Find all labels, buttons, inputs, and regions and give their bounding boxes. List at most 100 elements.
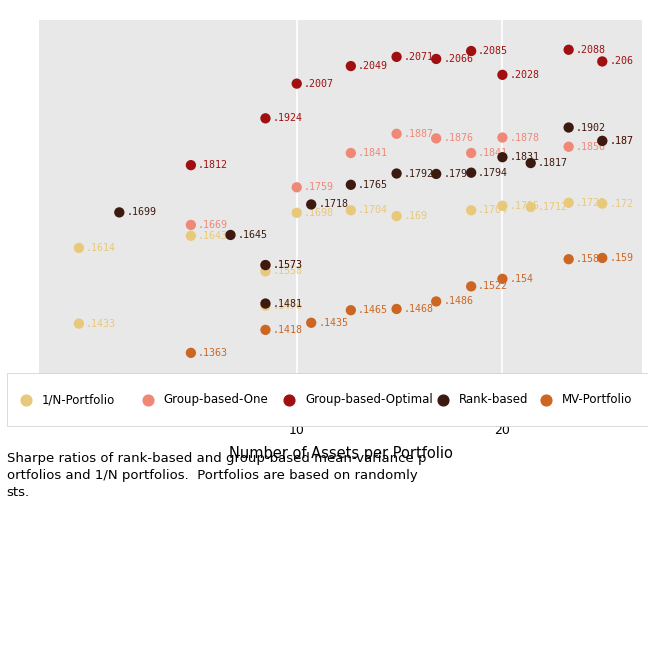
Point	[597, 253, 608, 263]
Text: .2088: .2088	[576, 45, 606, 55]
Point	[431, 54, 441, 64]
Point	[346, 61, 356, 71]
Text: .1699: .1699	[126, 208, 157, 217]
Point	[306, 199, 316, 210]
Point	[466, 281, 476, 291]
Text: .1759: .1759	[304, 182, 333, 193]
Point	[563, 198, 574, 208]
X-axis label: Number of Assets per Portfolio: Number of Assets per Portfolio	[229, 446, 453, 460]
Point	[185, 160, 196, 170]
Text: .1722: .1722	[576, 198, 606, 208]
Text: .1817: .1817	[538, 158, 568, 168]
Text: .1486: .1486	[443, 297, 473, 307]
Point	[346, 305, 356, 316]
Point	[597, 136, 608, 146]
Point	[563, 45, 574, 55]
Text: .1812: .1812	[198, 160, 228, 170]
Point	[391, 211, 402, 221]
Text: .1476: .1476	[272, 301, 303, 310]
Text: .1288: .1288	[86, 379, 116, 389]
Text: .1715: .1715	[510, 200, 539, 211]
Point	[291, 182, 302, 193]
Text: .1468: .1468	[403, 304, 434, 314]
Point	[260, 325, 271, 335]
Text: .1704: .1704	[358, 205, 388, 215]
Point	[185, 219, 196, 230]
Text: .1831: .1831	[510, 152, 539, 162]
Point	[73, 243, 84, 253]
Text: .2049: .2049	[358, 61, 388, 71]
Point	[391, 168, 402, 179]
Point	[525, 158, 536, 168]
Text: .154: .154	[510, 274, 533, 284]
Text: .187: .187	[609, 136, 633, 146]
Text: .1856: .1856	[576, 141, 606, 152]
Point	[185, 231, 196, 241]
Point	[114, 373, 124, 384]
Point	[260, 113, 271, 124]
Point	[497, 152, 508, 162]
Point	[260, 266, 271, 276]
Text: .2028: .2028	[510, 70, 539, 80]
Text: .1878: .1878	[510, 132, 539, 143]
Text: .1712: .1712	[538, 202, 568, 212]
Point	[497, 69, 508, 80]
Point	[466, 205, 476, 215]
Point	[431, 169, 441, 179]
Text: MV-Portfolio: MV-Portfolio	[562, 393, 632, 406]
Text: .1841: .1841	[358, 148, 388, 158]
Text: .1887: .1887	[403, 129, 434, 139]
Point	[431, 296, 441, 307]
Text: .206: .206	[609, 56, 633, 66]
Text: .1587: .1587	[576, 254, 606, 264]
Text: .2007: .2007	[304, 79, 333, 88]
Point	[497, 132, 508, 143]
Point	[597, 136, 608, 146]
Point	[225, 230, 236, 240]
Text: .1481: .1481	[272, 299, 303, 309]
Point	[73, 318, 84, 329]
Text: .1645: .1645	[238, 230, 267, 240]
Text: .169: .169	[403, 211, 428, 221]
Text: .1765: .1765	[358, 179, 388, 190]
Text: Group-based-One: Group-based-One	[164, 393, 269, 406]
Text: .1924: .1924	[272, 113, 303, 123]
Point	[391, 304, 402, 314]
Point	[73, 379, 84, 390]
Point	[260, 301, 271, 311]
Text: .1614: .1614	[86, 243, 116, 253]
Point	[346, 205, 356, 215]
Point	[431, 133, 441, 143]
Text: Rank-based: Rank-based	[459, 393, 529, 406]
Text: .1301: .1301	[126, 374, 157, 384]
Text: .159: .159	[609, 253, 633, 263]
Text: .1418: .1418	[272, 325, 303, 335]
Point	[597, 56, 608, 67]
Text: .2066: .2066	[443, 54, 473, 64]
Text: .2071: .2071	[403, 52, 434, 62]
Text: .1791: .1791	[443, 169, 473, 179]
Point	[497, 274, 508, 284]
FancyBboxPatch shape	[7, 373, 648, 426]
Point	[466, 46, 476, 56]
Text: .187: .187	[609, 136, 633, 146]
Text: .1902: .1902	[576, 122, 606, 132]
Point	[260, 260, 271, 271]
Text: .1718: .1718	[318, 199, 348, 210]
Text: .1794: .1794	[478, 168, 508, 178]
Point	[346, 179, 356, 190]
Point	[346, 148, 356, 159]
Text: .2085: .2085	[478, 46, 508, 56]
Point	[260, 260, 271, 271]
Point	[185, 348, 196, 358]
Point	[291, 208, 302, 218]
Point	[466, 148, 476, 159]
Text: .1643: .1643	[198, 231, 228, 241]
Text: .1522: .1522	[478, 282, 508, 291]
Text: Sharpe ratios of rank-based and group-based mean-variance p
ortfolios and 1/N po: Sharpe ratios of rank-based and group-ba…	[7, 453, 426, 500]
Point	[391, 128, 402, 139]
Point	[563, 141, 574, 152]
Text: .1573: .1573	[272, 260, 303, 270]
Point	[597, 198, 608, 209]
Text: .1433: .1433	[86, 318, 116, 329]
